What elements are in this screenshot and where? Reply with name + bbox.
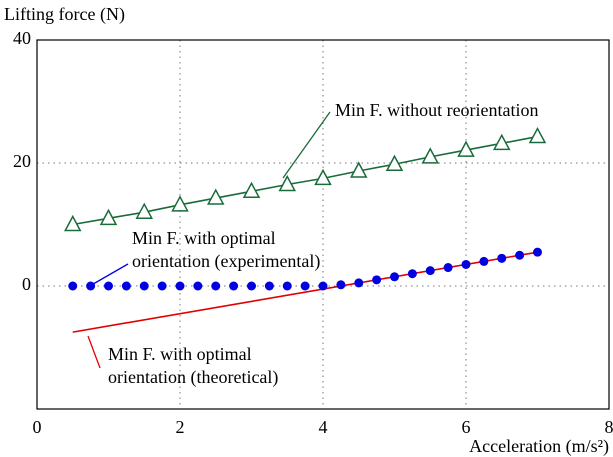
circle-marker bbox=[193, 281, 203, 291]
series-line bbox=[72, 135, 538, 226]
x-tick-label: 6 bbox=[462, 417, 471, 437]
x-tick-label: 8 bbox=[605, 417, 613, 437]
circle-marker bbox=[68, 281, 78, 291]
plot-frame bbox=[36, 39, 610, 410]
circle-marker bbox=[282, 281, 292, 291]
triangle-marker bbox=[385, 154, 404, 171]
triangle-marker bbox=[528, 126, 547, 144]
circle-marker bbox=[139, 281, 149, 291]
circle-marker bbox=[479, 256, 489, 266]
y-tick-label: 40 bbox=[13, 28, 31, 48]
annotation: orientation (experimental) bbox=[132, 251, 320, 272]
annotation: Min F. without reorientation bbox=[335, 100, 539, 120]
circle-marker bbox=[425, 266, 435, 276]
circle-marker bbox=[336, 280, 346, 290]
y-tick-label: 0 bbox=[22, 274, 31, 294]
circle-marker bbox=[157, 281, 167, 291]
y-tick-label: 20 bbox=[13, 151, 31, 171]
x-tick-label: 4 bbox=[319, 417, 328, 437]
circle-marker bbox=[300, 281, 310, 291]
x-tick-label: 2 bbox=[176, 417, 185, 437]
circle-marker bbox=[497, 253, 507, 263]
circle-marker bbox=[461, 259, 471, 269]
triangle-marker bbox=[457, 140, 475, 157]
triangle-marker bbox=[314, 168, 332, 186]
circle-marker bbox=[390, 272, 399, 282]
leader-line bbox=[87, 335, 101, 369]
circle-marker bbox=[354, 278, 364, 288]
circle-marker bbox=[247, 281, 256, 291]
triangle-marker bbox=[171, 195, 189, 212]
triangle-marker bbox=[135, 202, 154, 219]
circle-marker bbox=[407, 269, 417, 279]
triangle-marker bbox=[242, 181, 261, 199]
annotation: Min F. with optimal bbox=[108, 344, 252, 364]
leader-line bbox=[282, 111, 331, 179]
circle-marker bbox=[533, 247, 542, 257]
annotation: Min F. with optimal bbox=[132, 228, 276, 248]
annotation: orientation (theoretical) bbox=[108, 367, 278, 388]
triangle-marker bbox=[278, 174, 297, 192]
x-tick-label: 0 bbox=[33, 417, 42, 437]
circle-marker bbox=[515, 250, 525, 260]
triangle-marker bbox=[349, 161, 368, 178]
circle-marker bbox=[318, 281, 328, 291]
x-axis-label: Acceleration (m/s²) bbox=[469, 436, 609, 457]
circle-marker bbox=[175, 281, 185, 291]
circle-marker bbox=[121, 281, 131, 291]
circle-marker bbox=[229, 281, 239, 291]
y-axis-label: Lifting force (N) bbox=[4, 4, 125, 25]
circle-marker bbox=[372, 275, 382, 285]
leader-line bbox=[87, 263, 129, 288]
circle-marker bbox=[264, 281, 274, 291]
series-line bbox=[72, 251, 538, 333]
triangle-marker bbox=[63, 214, 82, 232]
triangle-marker bbox=[421, 147, 440, 164]
circle-marker bbox=[104, 281, 113, 291]
triangle-marker bbox=[99, 208, 118, 226]
circle-marker bbox=[443, 263, 453, 273]
triangle-marker bbox=[206, 188, 225, 205]
circle-marker bbox=[211, 281, 221, 291]
triangle-marker bbox=[492, 133, 511, 151]
